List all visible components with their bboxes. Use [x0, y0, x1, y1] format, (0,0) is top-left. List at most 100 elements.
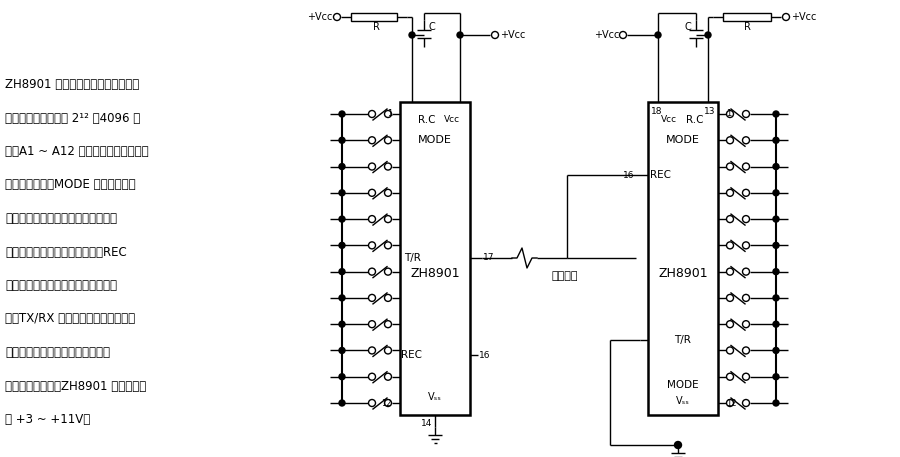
- Text: 13: 13: [704, 107, 716, 117]
- Text: C: C: [428, 22, 436, 32]
- Circle shape: [384, 216, 392, 223]
- Circle shape: [726, 268, 734, 275]
- Text: T/R: T/R: [675, 335, 691, 345]
- Circle shape: [334, 14, 340, 21]
- Circle shape: [339, 295, 345, 301]
- Circle shape: [384, 294, 392, 302]
- Circle shape: [384, 399, 392, 406]
- Text: 传载媒体: 传载媒体: [551, 271, 578, 281]
- Circle shape: [384, 321, 392, 328]
- Circle shape: [742, 163, 750, 170]
- Circle shape: [773, 269, 779, 275]
- Text: REC: REC: [650, 170, 671, 180]
- Circle shape: [384, 189, 392, 197]
- Text: R.C: R.C: [418, 115, 436, 125]
- Circle shape: [384, 268, 392, 275]
- Circle shape: [726, 216, 734, 223]
- Circle shape: [339, 164, 345, 170]
- Circle shape: [339, 216, 345, 222]
- Circle shape: [726, 163, 734, 170]
- Text: 1: 1: [387, 110, 392, 118]
- Text: 为 +3 ~ +11V。: 为 +3 ~ +11V。: [5, 413, 90, 426]
- Circle shape: [339, 347, 345, 353]
- Text: 内含上拉电阰。MODE 端为工作方式: 内含上拉电阰。MODE 端为工作方式: [5, 179, 136, 191]
- Circle shape: [742, 268, 750, 275]
- Circle shape: [742, 137, 750, 144]
- Circle shape: [384, 163, 392, 170]
- Text: +Vᴄᴄ: +Vᴄᴄ: [307, 12, 332, 22]
- Circle shape: [742, 216, 750, 223]
- Circle shape: [384, 373, 392, 380]
- Circle shape: [726, 242, 734, 249]
- Circle shape: [742, 294, 750, 302]
- Text: 12: 12: [382, 399, 392, 408]
- Text: ZH8901: ZH8901: [410, 267, 460, 280]
- Circle shape: [384, 111, 392, 117]
- Circle shape: [742, 242, 750, 249]
- Circle shape: [705, 32, 711, 38]
- Text: R.C: R.C: [686, 115, 704, 125]
- Circle shape: [773, 164, 779, 170]
- Circle shape: [726, 347, 734, 354]
- Text: MODE: MODE: [667, 380, 698, 390]
- Circle shape: [368, 216, 375, 223]
- Circle shape: [674, 441, 681, 448]
- Circle shape: [773, 216, 779, 222]
- Circle shape: [742, 189, 750, 197]
- Circle shape: [655, 32, 661, 38]
- Circle shape: [368, 242, 375, 249]
- Circle shape: [726, 373, 734, 380]
- Circle shape: [782, 14, 789, 21]
- Circle shape: [726, 189, 734, 197]
- Circle shape: [384, 242, 392, 249]
- Text: +Vᴄᴄ: +Vᴄᴄ: [791, 12, 816, 22]
- Text: C: C: [685, 22, 691, 32]
- Circle shape: [773, 295, 779, 301]
- Circle shape: [742, 347, 750, 354]
- Circle shape: [368, 163, 375, 170]
- Circle shape: [726, 294, 734, 302]
- Text: 16: 16: [479, 351, 490, 360]
- Text: 用两态编码，共可编 2¹² ＝4096 种: 用两态编码，共可编 2¹² ＝4096 种: [5, 112, 140, 124]
- Circle shape: [773, 321, 779, 327]
- Circle shape: [368, 399, 375, 406]
- Circle shape: [457, 32, 463, 38]
- Text: 地。TX/RX 端在发送时，为编码信号: 地。TX/RX 端在发送时，为编码信号: [5, 313, 135, 325]
- Circle shape: [742, 373, 750, 380]
- Circle shape: [726, 321, 734, 328]
- Text: 17: 17: [483, 254, 494, 262]
- Circle shape: [726, 399, 734, 406]
- Circle shape: [339, 269, 345, 275]
- Text: 选择，当接低电平时工作在接收译码: 选择，当接低电平时工作在接收译码: [5, 212, 117, 225]
- Circle shape: [368, 347, 375, 354]
- Circle shape: [773, 374, 779, 380]
- Circle shape: [619, 32, 626, 38]
- Circle shape: [384, 347, 392, 354]
- Circle shape: [773, 347, 779, 353]
- Circle shape: [368, 137, 375, 144]
- Text: Vₛₛ: Vₛₛ: [676, 396, 690, 406]
- Text: 状态，接高电平时为发送状态。REC: 状态，接高电平时为发送状态。REC: [5, 245, 127, 259]
- Circle shape: [726, 137, 734, 144]
- Text: Vₛₛ: Vₛₛ: [428, 392, 442, 402]
- Text: 为编码信号输入端，在发送状态时接: 为编码信号输入端，在发送状态时接: [5, 279, 117, 292]
- Circle shape: [339, 321, 345, 327]
- Circle shape: [773, 111, 779, 117]
- Circle shape: [409, 32, 415, 38]
- Circle shape: [773, 400, 779, 406]
- Circle shape: [339, 137, 345, 143]
- Text: 示，低电平有效。ZH8901 的工作电压: 示，低电平有效。ZH8901 的工作电压: [5, 379, 146, 393]
- Bar: [648, 102, 718, 415]
- Circle shape: [773, 242, 779, 248]
- Circle shape: [339, 242, 345, 248]
- Text: 18: 18: [651, 107, 662, 117]
- Text: ZH8901 为单片编译码专用电路，采: ZH8901 为单片编译码专用电路，采: [5, 78, 140, 91]
- Circle shape: [368, 268, 375, 275]
- Text: 输出端，接收译码时为正确标志显: 输出端，接收译码时为正确标志显: [5, 346, 110, 359]
- Circle shape: [384, 137, 392, 144]
- Text: +Vᴄᴄ: +Vᴄᴄ: [594, 30, 619, 40]
- Text: MODE: MODE: [666, 135, 700, 145]
- Text: 1: 1: [726, 110, 731, 118]
- Text: REC: REC: [401, 350, 422, 360]
- Circle shape: [368, 111, 375, 117]
